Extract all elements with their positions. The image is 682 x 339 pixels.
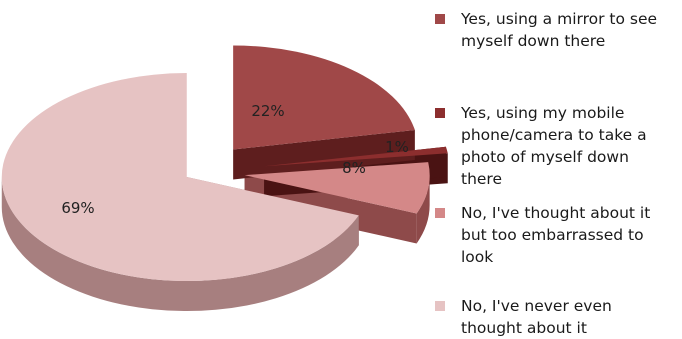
pie-slice-side-2 [416,175,430,244]
legend-label-line: thought about it [461,319,587,337]
data-label-3: 69% [61,199,94,217]
legend-label-line: No, I've never even [461,297,612,315]
legend-label-1: Yes, using my mobile phone/camera to take… [461,102,681,190]
pie-slice-1 [264,146,448,167]
legend-label-0: Yes, using a mirror to see myself down th… [461,8,681,52]
pie-slice-3 [1,73,359,282]
legend-swatch-0 [435,14,445,24]
pie-slice-2 [244,162,430,214]
pie-top-layer [1,45,448,282]
data-label-2: 8% [342,159,366,177]
legend-label-line: Yes, using my mobile [461,104,625,122]
legend-label-line: there [461,170,503,188]
legend-swatch-3 [435,301,445,311]
legend-label-line: Yes, using a mirror to see [461,10,658,28]
pie-slice-side-3 [1,177,359,312]
pie-slice-wall-0-1 [233,129,415,180]
legend-label-3: No, I've never even thought about it [461,295,681,339]
pie-slice-0 [233,45,415,150]
legend-label-line: No, I've thought about it [461,204,651,222]
legend-label-line: myself down there [461,32,606,50]
legend-label-line: photo of myself down [461,148,629,166]
legend-label-2: No, I've thought about it but too embarra… [461,202,681,268]
legend-swatch-2 [435,208,445,218]
data-label-1: 1% [385,138,409,156]
data-label-0: 22% [251,102,284,120]
legend-label-line: phone/camera to take a [461,126,647,144]
pie-data-labels: 22% 1% 8% 69% [61,102,409,217]
legend: Yes, using a mirror to see myself down th… [432,0,682,337]
legend-label-line: but too embarrassed to [461,226,644,244]
legend-swatch-1 [435,108,445,118]
legend-label-line: look [461,248,494,266]
